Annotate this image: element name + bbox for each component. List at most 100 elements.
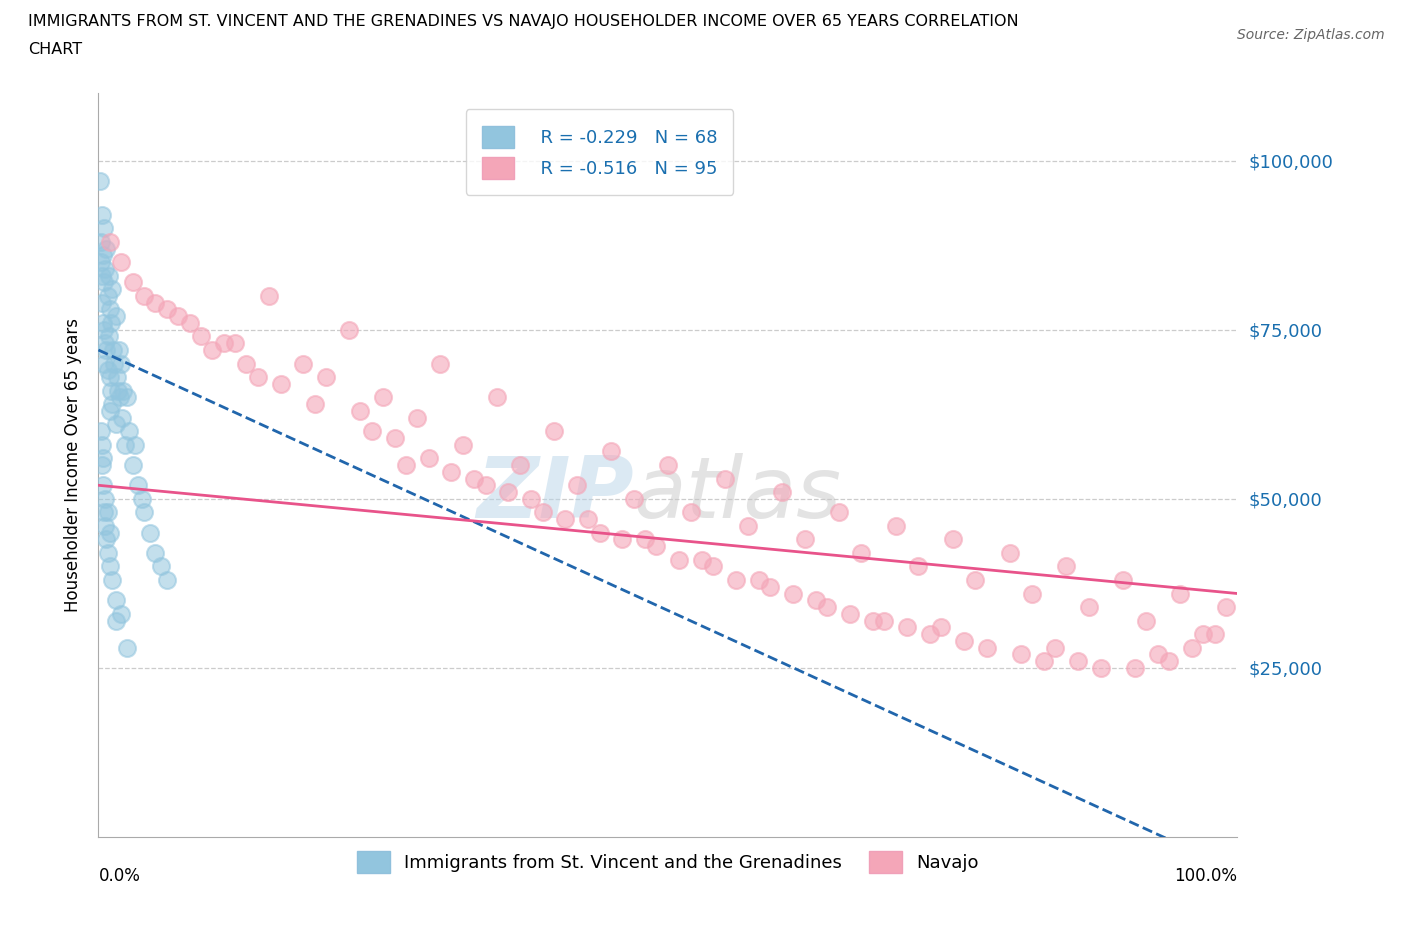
- Point: [270, 377, 292, 392]
- Point: [132, 505, 155, 520]
- Point: [565, 478, 588, 493]
- Point: [156, 302, 179, 317]
- Point: [770, 485, 793, 499]
- Point: [976, 640, 998, 655]
- Point: [138, 525, 160, 540]
- Point: [94, 261, 117, 276]
- Point: [1090, 660, 1112, 675]
- Point: [145, 546, 167, 561]
- Point: [103, 356, 125, 371]
- Point: [118, 424, 141, 439]
- Point: [429, 356, 451, 371]
- Point: [93, 505, 115, 520]
- Point: [451, 437, 474, 452]
- Point: [115, 390, 138, 405]
- Point: [851, 546, 873, 561]
- Point: [104, 592, 127, 607]
- Point: [111, 410, 134, 425]
- Point: [127, 478, 149, 493]
- Point: [804, 592, 827, 607]
- Point: [1043, 640, 1066, 655]
- Point: [90, 424, 112, 439]
- Point: [110, 255, 132, 270]
- Point: [100, 383, 122, 398]
- Point: [91, 478, 114, 493]
- Point: [486, 390, 509, 405]
- Point: [98, 404, 121, 418]
- Point: [315, 369, 337, 384]
- Point: [115, 640, 138, 655]
- Point: [89, 174, 111, 189]
- Point: [588, 525, 610, 540]
- Point: [224, 336, 246, 351]
- Point: [1135, 613, 1157, 628]
- Point: [112, 383, 135, 398]
- Point: [94, 491, 117, 506]
- Point: [839, 606, 862, 621]
- Point: [1056, 559, 1078, 574]
- Point: [114, 437, 136, 452]
- Point: [179, 315, 201, 330]
- Point: [259, 288, 281, 303]
- Point: [862, 613, 884, 628]
- Point: [929, 620, 952, 635]
- Point: [100, 315, 122, 330]
- Point: [145, 295, 167, 310]
- Point: [90, 255, 112, 270]
- Point: [1010, 647, 1032, 662]
- Point: [96, 363, 118, 378]
- Point: [90, 268, 112, 283]
- Point: [235, 356, 257, 371]
- Point: [1215, 600, 1237, 615]
- Point: [121, 458, 143, 472]
- Point: [246, 369, 269, 384]
- Point: [201, 342, 224, 357]
- Point: [96, 342, 118, 357]
- Text: ZIP: ZIP: [477, 453, 634, 537]
- Point: [150, 559, 173, 574]
- Point: [1157, 654, 1180, 669]
- Text: CHART: CHART: [28, 42, 82, 57]
- Point: [1078, 600, 1101, 615]
- Point: [1181, 640, 1204, 655]
- Point: [90, 295, 112, 310]
- Point: [212, 336, 235, 351]
- Point: [98, 525, 121, 540]
- Point: [104, 613, 127, 628]
- Point: [1112, 573, 1135, 588]
- Point: [1067, 654, 1090, 669]
- Point: [623, 491, 645, 506]
- Point: [101, 282, 124, 297]
- Point: [108, 390, 131, 405]
- Point: [190, 329, 212, 344]
- Point: [360, 424, 382, 439]
- Point: [474, 478, 496, 493]
- Point: [371, 390, 394, 405]
- Point: [918, 627, 941, 642]
- Point: [94, 336, 117, 351]
- Point: [998, 546, 1021, 561]
- Point: [645, 538, 668, 553]
- Point: [132, 288, 155, 303]
- Point: [725, 573, 748, 588]
- Point: [98, 369, 121, 384]
- Point: [884, 518, 907, 533]
- Point: [612, 532, 634, 547]
- Point: [337, 323, 360, 338]
- Point: [96, 505, 118, 520]
- Point: [1123, 660, 1146, 675]
- Point: [156, 573, 179, 588]
- Point: [90, 458, 112, 472]
- Point: [1021, 586, 1043, 601]
- Point: [110, 606, 132, 621]
- Point: [1146, 647, 1168, 662]
- Text: 0.0%: 0.0%: [98, 867, 141, 884]
- Point: [793, 532, 815, 547]
- Point: [815, 600, 838, 615]
- Point: [1032, 654, 1054, 669]
- Point: [97, 268, 120, 283]
- Point: [101, 573, 124, 588]
- Point: [104, 417, 127, 432]
- Point: [96, 546, 118, 561]
- Point: [531, 505, 554, 520]
